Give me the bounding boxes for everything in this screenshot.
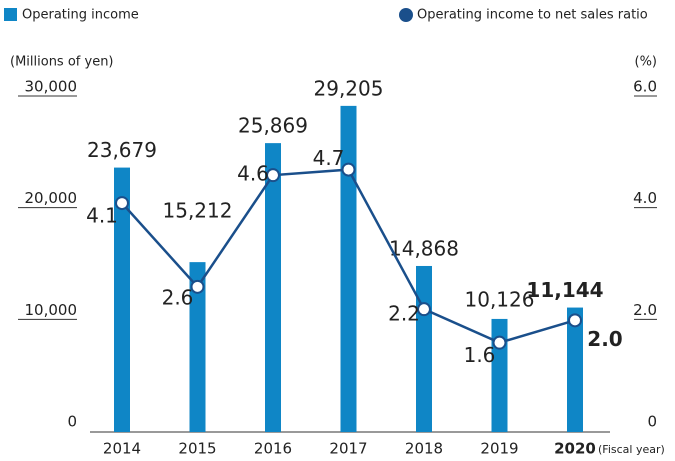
y-tick-label: 0 — [67, 413, 77, 431]
bar — [340, 105, 357, 432]
bar-value-label: 23,679 — [87, 138, 157, 162]
bar-value-label: 25,869 — [238, 114, 308, 138]
line-point — [341, 162, 356, 177]
x-tick-label: 2020 — [554, 440, 596, 458]
line-point — [190, 279, 205, 294]
line-value-label: 2.0 — [587, 327, 622, 351]
line-point — [417, 302, 431, 317]
legend-label: Operating income — [22, 8, 139, 23]
bar-value-label: 15,212 — [163, 199, 233, 223]
x-tick-label: 2017 — [329, 440, 367, 458]
bar-value-label: 10,126 — [465, 287, 535, 311]
x-tick-label: 2019 — [480, 440, 518, 458]
x-tick-label: 2015 — [178, 440, 216, 458]
y-axis-label: (Millions of yen) — [10, 55, 114, 70]
legend-label: Operating income to net sales ratio — [417, 8, 648, 23]
x-tick-label: 2014 — [103, 440, 141, 458]
y-tick-label: 10,000 — [25, 301, 78, 319]
y2-tick-label: 6.0 — [633, 78, 657, 96]
y2-tick-label: 2.0 — [633, 301, 657, 319]
line-value-label: 2.2 — [388, 302, 420, 326]
bar — [567, 307, 583, 432]
bar-value-label: 14,868 — [389, 236, 459, 260]
y2-tick-label: 0 — [647, 413, 657, 431]
y-tick-label: 30,000 — [25, 78, 78, 96]
bar-value-label: 11,144 — [526, 278, 603, 302]
bar — [189, 262, 206, 432]
bar-value-label: 29,205 — [314, 76, 384, 100]
x-axis-label: (Fiscal year) — [598, 443, 665, 456]
y-tick-label: 20,000 — [25, 189, 78, 207]
legend-swatch — [399, 8, 413, 22]
bar — [265, 143, 281, 432]
line-value-label: 4.1 — [86, 204, 118, 228]
line-point — [115, 196, 129, 211]
line-point — [266, 168, 280, 183]
y2-axis-label: (%) — [635, 55, 658, 70]
x-tick-label: 2018 — [405, 440, 443, 458]
line-point — [568, 313, 582, 328]
line-value-label: 4.7 — [313, 146, 345, 170]
legend-swatch — [4, 8, 17, 21]
bar — [114, 167, 130, 432]
line-value-label: 2.6 — [162, 285, 194, 309]
bar — [416, 265, 432, 432]
line-value-label: 1.6 — [464, 343, 496, 367]
x-tick-label: 2016 — [254, 440, 292, 458]
line-point — [492, 335, 507, 350]
line-value-label: 4.6 — [237, 162, 269, 186]
y2-tick-label: 4.0 — [633, 189, 657, 207]
